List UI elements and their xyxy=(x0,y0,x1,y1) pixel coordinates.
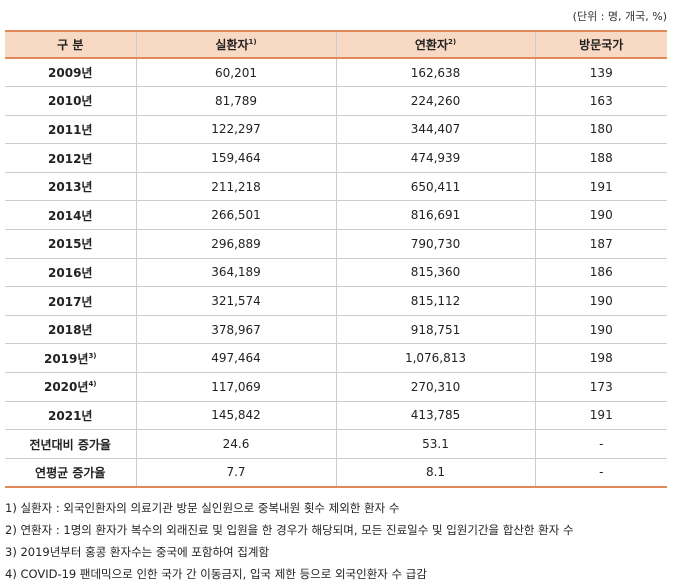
cell-real-patients: 296,889 xyxy=(135,229,337,259)
table-row: 2013년 211,218 650,411 191 xyxy=(5,172,667,202)
cell-total-patients: 8.1 xyxy=(335,458,536,488)
row-label: 2021년 xyxy=(5,401,137,431)
row-label: 2012년 xyxy=(5,143,137,173)
row-label: 2018년 xyxy=(5,315,137,345)
table-row: 연평균 증가율 7.7 8.1- xyxy=(5,458,667,488)
row-label: 2010년 xyxy=(5,86,137,116)
cell-countries: 198 xyxy=(534,343,667,374)
table-row: 2012년 159,464 474,939 188 xyxy=(5,143,667,173)
cell-total-patients: 224,260 xyxy=(335,86,536,116)
cell-real-patients: 122,297 xyxy=(135,115,337,145)
table-row: 2015년 296,889 790,730 187 xyxy=(5,229,667,259)
row-label: 2009년 xyxy=(5,58,137,88)
cell-total-patients: 815,112 xyxy=(335,286,536,316)
cell-total-patients: 1,076,813 xyxy=(335,343,536,374)
cell-countries: 187 xyxy=(534,229,667,259)
table-row: 2017년 321,574 815,112 190 xyxy=(5,286,667,316)
cell-real-patients: 24.6 xyxy=(135,429,337,459)
header-category: 구 분 xyxy=(5,30,137,59)
cell-real-patients: 7.7 xyxy=(135,458,337,488)
cell-total-patients: 344,407 xyxy=(335,115,536,145)
table-row: 2016년 364,189 815,360 186 xyxy=(5,258,667,288)
cell-total-patients: 816,691 xyxy=(335,200,536,231)
header-countries: 방문국가 xyxy=(534,30,667,59)
table-row: 2014년 266,501 816,691 190 xyxy=(5,200,667,231)
footnote-1: 1) 실환자 : 외국인환자의 의료기관 방문 실인원으로 중복내원 횟수 제외… xyxy=(5,501,400,515)
cell-countries: 173 xyxy=(534,372,667,402)
cell-real-patients: 364,189 xyxy=(135,258,337,288)
cell-countries: 190 xyxy=(534,286,667,316)
cell-total-patients: 918,751 xyxy=(335,315,536,345)
cell-countries: 190 xyxy=(534,315,667,345)
cell-countries: 190 xyxy=(534,200,667,231)
table-row: 2010년 81,789 224,260 163 xyxy=(5,86,667,116)
cell-real-patients: 60,201 xyxy=(135,58,337,88)
cell-real-patients: 266,501 xyxy=(135,200,337,231)
footnote-4: 4) COVID-19 팬데믹으로 인한 국가 간 이동금지, 입국 제한 등으… xyxy=(5,567,427,581)
cell-countries: 191 xyxy=(534,401,667,431)
cell-total-patients: 650,411 xyxy=(335,172,536,202)
row-label: 2020년4) xyxy=(5,372,137,402)
row-label: 2017년 xyxy=(5,286,137,316)
unit-label: (단위 : 명, 개국, %) xyxy=(572,10,667,23)
row-label: 2016년 xyxy=(5,258,137,288)
footnote-3: 3) 2019년부터 홍콩 환자수는 중국에 포함하여 집계함 xyxy=(5,545,270,559)
header-real-patients: 실환자1) xyxy=(135,30,337,59)
cell-total-patients: 413,785 xyxy=(335,401,536,431)
cell-countries: 186 xyxy=(534,258,667,288)
cell-real-patients: 117,069 xyxy=(135,372,337,402)
row-label: 연평균 증가율 xyxy=(5,458,137,488)
footnote-2: 2) 연환자 : 1명의 환자가 복수의 외래진료 및 입원을 한 경우가 해당… xyxy=(5,523,574,537)
cell-total-patients: 474,939 xyxy=(335,143,536,173)
header-total-patients: 연환자2) xyxy=(335,30,536,59)
cell-countries: - xyxy=(534,429,667,459)
table-row: 2018년 378,967 918,751 190 xyxy=(5,315,667,345)
table-row: 2019년3) 497,464 1,076,813 198 xyxy=(5,343,667,374)
cell-real-patients: 497,464 xyxy=(135,343,337,374)
row-label: 2014년 xyxy=(5,200,137,231)
table-row: 전년대비 증가율 24.6 53.1- xyxy=(5,429,667,459)
cell-countries: 180 xyxy=(534,115,667,145)
table-row: 2020년4) 117,069 270,310 173 xyxy=(5,372,667,402)
row-label: 2013년 xyxy=(5,172,137,202)
cell-real-patients: 211,218 xyxy=(135,172,337,202)
cell-countries: 191 xyxy=(534,172,667,202)
row-label: 전년대비 증가율 xyxy=(5,429,137,459)
row-label: 2011년 xyxy=(5,115,137,145)
cell-total-patients: 270,310 xyxy=(335,372,536,402)
cell-total-patients: 162,638 xyxy=(335,58,536,88)
cell-real-patients: 378,967 xyxy=(135,315,337,345)
table-row: 2009년 60,201 162,638 139 xyxy=(5,58,667,88)
row-label: 2019년3) xyxy=(5,343,137,374)
table-header-row: 구 분 실환자1) 연환자2) 방문국가 xyxy=(5,30,667,59)
table-row: 2021년 145,842 413,785 191 xyxy=(5,401,667,431)
cell-total-patients: 53.1 xyxy=(335,429,536,459)
cell-countries: - xyxy=(534,458,667,488)
cell-countries: 163 xyxy=(534,86,667,116)
cell-real-patients: 159,464 xyxy=(135,143,337,173)
table-row: 2011년 122,297 344,407 180 xyxy=(5,115,667,145)
footnotes: 1) 실환자 : 외국인환자의 의료기관 방문 실인원으로 중복내원 횟수 제외… xyxy=(5,497,667,585)
cell-total-patients: 790,730 xyxy=(335,229,536,259)
row-label: 2015년 xyxy=(5,229,137,259)
cell-real-patients: 81,789 xyxy=(135,86,337,116)
patient-statistics-table: 구 분 실환자1) 연환자2) 방문국가 2009년 60,201 162,638 1… xyxy=(5,30,667,488)
cell-countries: 188 xyxy=(534,143,667,173)
cell-countries: 139 xyxy=(534,58,667,88)
cell-real-patients: 145,842 xyxy=(135,401,337,431)
cell-total-patients: 815,360 xyxy=(335,258,536,288)
cell-real-patients: 321,574 xyxy=(135,286,337,316)
